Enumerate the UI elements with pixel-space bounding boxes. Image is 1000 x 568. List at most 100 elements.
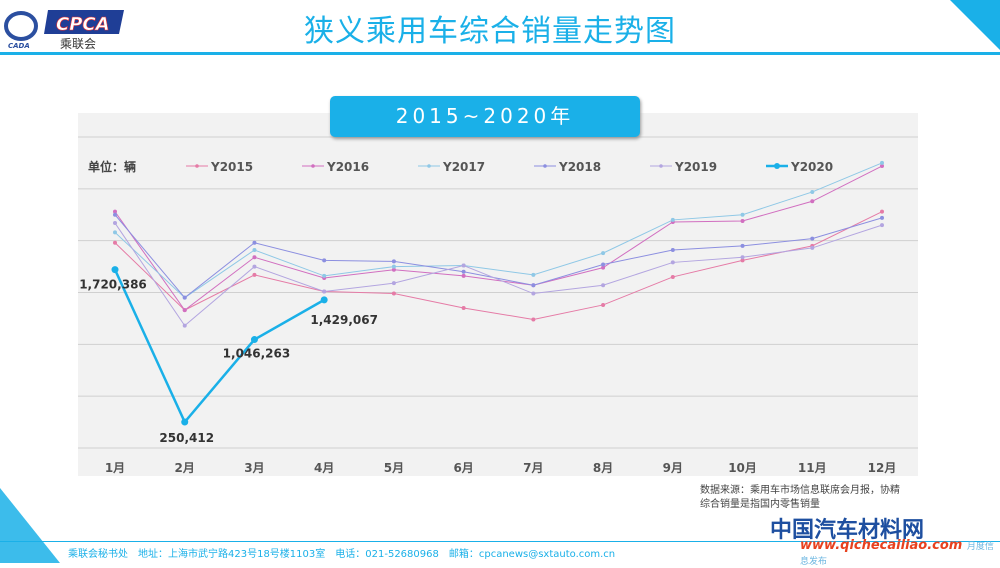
data-point [601, 251, 606, 256]
data-point [740, 258, 745, 263]
data-point [531, 291, 536, 296]
data-point [880, 223, 884, 228]
data-point [111, 266, 119, 274]
x-tick-label: 11月 [798, 461, 827, 475]
data-label: 1,046,263 [223, 347, 291, 361]
data-point [113, 230, 117, 235]
data-point [252, 264, 257, 269]
data-point [740, 255, 745, 260]
x-tick-label: 12月 [868, 461, 897, 475]
data-point [461, 273, 466, 278]
data-point [391, 291, 396, 296]
series-line-Y2018 [114, 214, 883, 299]
data-point [391, 267, 396, 272]
data-point [250, 336, 258, 344]
data-point [113, 212, 117, 217]
series-line-Y2019 [114, 222, 883, 327]
data-point [601, 265, 606, 270]
watermark-title: 中国汽车材料网 [770, 518, 925, 543]
x-tick-label: 7月 [523, 461, 543, 475]
x-tick-label: 5月 [384, 461, 404, 475]
data-point [320, 296, 328, 304]
legend-marker [543, 164, 547, 168]
header-divider [0, 52, 1000, 55]
data-point [461, 306, 466, 311]
data-point [601, 262, 606, 267]
svg-text:CPCA: CPCA [56, 14, 110, 35]
legend-marker [311, 164, 315, 168]
unit-label: 单位：辆 [88, 159, 136, 174]
data-point [461, 269, 466, 274]
data-point [601, 302, 606, 307]
cpca-logo: CADA CPCA 乘联会 [4, 6, 124, 51]
data-point [391, 281, 396, 286]
data-point [391, 259, 396, 264]
watermark-sub: 月度信息发布 [800, 542, 994, 567]
data-point [531, 272, 536, 277]
data-point [810, 245, 815, 250]
data-point [880, 209, 884, 214]
data-point [113, 240, 117, 245]
legend-label: Y2018 [558, 160, 601, 174]
x-tick-label: 10月 [728, 461, 757, 475]
data-point [531, 317, 536, 322]
footer-contact: 乘联会秘书处 地址：上海市武宁路423号18号楼1103室 电话：021-526… [68, 549, 616, 560]
data-point [740, 243, 745, 248]
chart-title: 2015~2020年 [330, 96, 640, 137]
x-tick-label: 1月 [105, 461, 125, 475]
definition-line: 综合销量是指国内零售销量 [700, 499, 820, 510]
series-line-Y2017 [114, 162, 883, 299]
data-point [740, 212, 745, 217]
corner-decoration [950, 0, 1000, 50]
svg-text:乘联会: 乘联会 [60, 37, 96, 50]
data-point [391, 264, 396, 269]
data-point [880, 164, 884, 169]
data-label: 1,429,067 [310, 313, 378, 327]
legend-marker [659, 164, 663, 168]
data-point [252, 272, 257, 277]
data-point [322, 273, 327, 278]
page-title: 狭义乘用车综合销量走势图 [304, 14, 676, 49]
watermark-url: www.qichecailiao.com 月度信息发布 [800, 538, 994, 567]
data-point [181, 418, 189, 426]
data-point [601, 283, 606, 288]
svg-text:CADA: CADA [8, 42, 30, 50]
legend-label: Y2016 [326, 160, 369, 174]
data-point [322, 289, 327, 294]
plot-area [78, 113, 918, 476]
legend-label: Y2017 [442, 160, 485, 174]
data-point [252, 255, 257, 260]
legend-label: Y2015 [210, 160, 253, 174]
series-line-Y2020 [113, 269, 325, 425]
corner-decoration-bottom [0, 488, 60, 563]
data-point [670, 260, 675, 265]
data-point [113, 221, 117, 226]
data-point [880, 160, 884, 165]
x-tick-label: 4月 [314, 461, 334, 475]
legend-marker [774, 163, 780, 169]
x-tick-label: 9月 [663, 461, 683, 475]
data-point [740, 218, 745, 223]
x-tick-label: 8月 [593, 461, 613, 475]
data-point [810, 189, 815, 194]
data-point [880, 215, 884, 220]
legend-marker [195, 164, 199, 168]
data-point [113, 209, 117, 214]
data-point [670, 274, 675, 279]
source-note: 数据来源：乘用车市场信息联席会月报，协精 综合销量是指国内零售销量 [700, 484, 900, 512]
data-point [252, 240, 257, 245]
x-tick-label: 2月 [175, 461, 195, 475]
data-label: 1,720,386 [79, 278, 147, 292]
data-point [461, 263, 466, 268]
x-tick-label: 6月 [453, 461, 473, 475]
legend-marker [427, 164, 431, 168]
data-point [670, 247, 675, 252]
data-point [182, 323, 187, 328]
series-line-Y2015 [114, 211, 883, 320]
data-point [810, 199, 815, 204]
data-point [182, 308, 187, 313]
data-point [182, 295, 187, 300]
legend-label: Y2019 [674, 160, 717, 174]
legend-label: Y2020 [790, 160, 833, 174]
data-point [252, 247, 257, 252]
